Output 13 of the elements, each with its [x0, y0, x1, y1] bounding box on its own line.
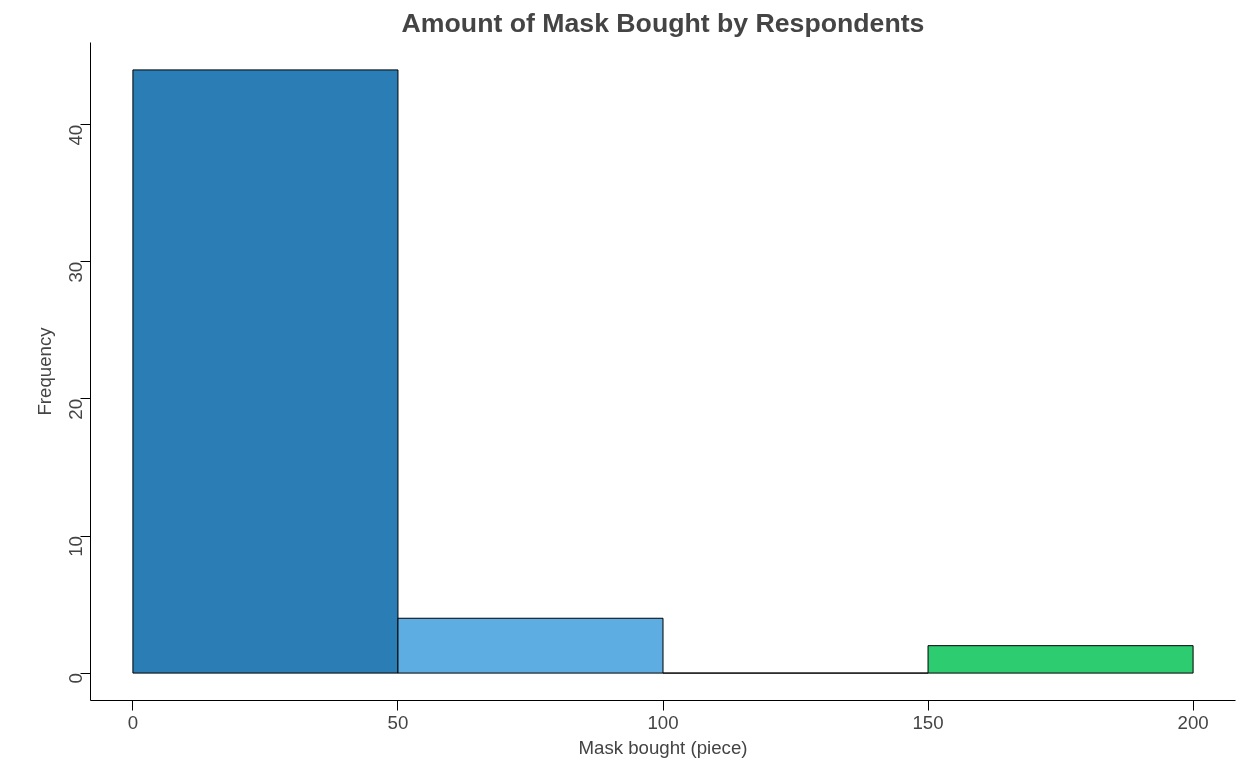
- y-tick-label: 10: [65, 535, 86, 557]
- x-tick-label: 100: [647, 711, 679, 733]
- y-tick-label: 30: [65, 261, 86, 283]
- y-tick-label: 20: [65, 398, 86, 420]
- chart-title: Amount of Mask Bought by Respondents: [401, 7, 925, 38]
- x-axis-title: Mask bought (piece): [578, 736, 748, 758]
- x-tick-label: 200: [1177, 711, 1209, 733]
- y-tick-label: 0: [65, 673, 86, 684]
- x-tick-label: 50: [387, 711, 409, 733]
- x-tick-label: 150: [912, 711, 944, 733]
- y-tick-label: 40: [65, 124, 86, 146]
- x-tick-label: 0: [127, 711, 139, 733]
- y-axis-title: Frequency: [33, 326, 55, 416]
